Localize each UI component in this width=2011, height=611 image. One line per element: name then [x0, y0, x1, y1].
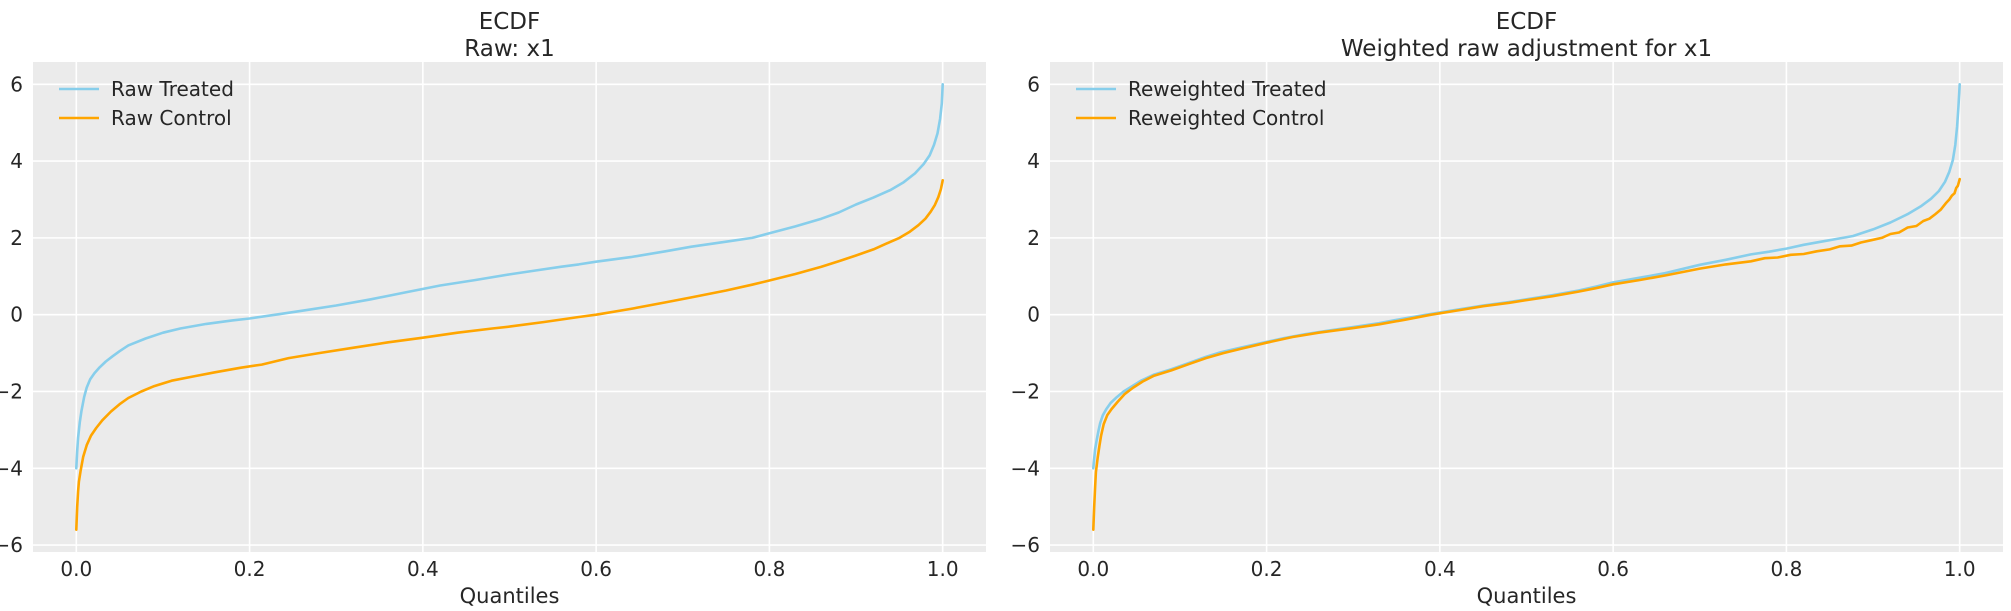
- y-tick-label: 2: [1027, 226, 1040, 250]
- chart-title: ECDF: [1496, 9, 1558, 35]
- x-tick-label: 1.0: [927, 557, 959, 581]
- plot-area: [33, 62, 986, 552]
- y-tick-label: −2: [0, 379, 23, 403]
- x-tick-label: 0.4: [1424, 557, 1456, 581]
- series-line-raw-treated: [75, 83, 944, 470]
- x-tick-label: 0.0: [60, 557, 92, 581]
- x-tick-label: 0.6: [580, 557, 612, 581]
- y-tick-label: 6: [10, 72, 23, 96]
- x-axis-label: Quantiles: [460, 584, 560, 608]
- chart-subtitle: Weighted raw adjustment for x1: [1341, 36, 1712, 62]
- y-tick-label: 2: [10, 226, 23, 250]
- y-tick-label: −6: [0, 533, 23, 557]
- x-tick-label: 0.2: [234, 557, 266, 581]
- x-tick-label: 1.0: [1944, 557, 1976, 581]
- x-axis-label: Quantiles: [1477, 584, 1577, 608]
- x-tick-label: 0.6: [1597, 557, 1629, 581]
- x-tick-label: 0.4: [407, 557, 439, 581]
- series-line-raw-control: [75, 179, 944, 531]
- x-tick-label: 0.0: [1077, 557, 1109, 581]
- y-tick-label: 4: [1027, 149, 1040, 173]
- series-line-reweighted-control: [1092, 177, 1961, 531]
- x-tick-label: 0.2: [1251, 557, 1283, 581]
- legend-label-raw-control: Raw Control: [111, 106, 232, 130]
- x-tick-label: 0.8: [1771, 557, 1803, 581]
- y-tick-label: 0: [1027, 303, 1040, 327]
- x-tick-label: 0.8: [754, 557, 786, 581]
- y-tick-label: −6: [1011, 533, 1040, 557]
- y-tick-label: 6: [1027, 72, 1040, 96]
- chart-title: ECDF: [479, 9, 541, 35]
- plot-area: [1050, 62, 2003, 552]
- chart-subtitle: Raw: x1: [464, 36, 554, 62]
- y-tick-label: −4: [0, 456, 23, 480]
- y-tick-label: −4: [1011, 456, 1040, 480]
- y-tick-label: 0: [10, 303, 23, 327]
- legend-label-reweighted-control: Reweighted Control: [1128, 106, 1324, 130]
- y-tick-label: −2: [1011, 379, 1040, 403]
- y-tick-label: 4: [10, 149, 23, 173]
- legend-label-raw-treated: Raw Treated: [111, 77, 234, 101]
- chart-raw: −6 −4 −2 0 2 4 6 0.0 0.2 0.4 0.6 0.8 1.0 Quantiles ECD…: [0, 9, 986, 608]
- chart-weighted: −6 −4 −2 0 2 4 6 0.0 0.2 0.4 0.6 0.8 1.0 Quantiles ECD…: [1011, 9, 2003, 608]
- legend-label-reweighted-treated: Reweighted Treated: [1128, 77, 1327, 101]
